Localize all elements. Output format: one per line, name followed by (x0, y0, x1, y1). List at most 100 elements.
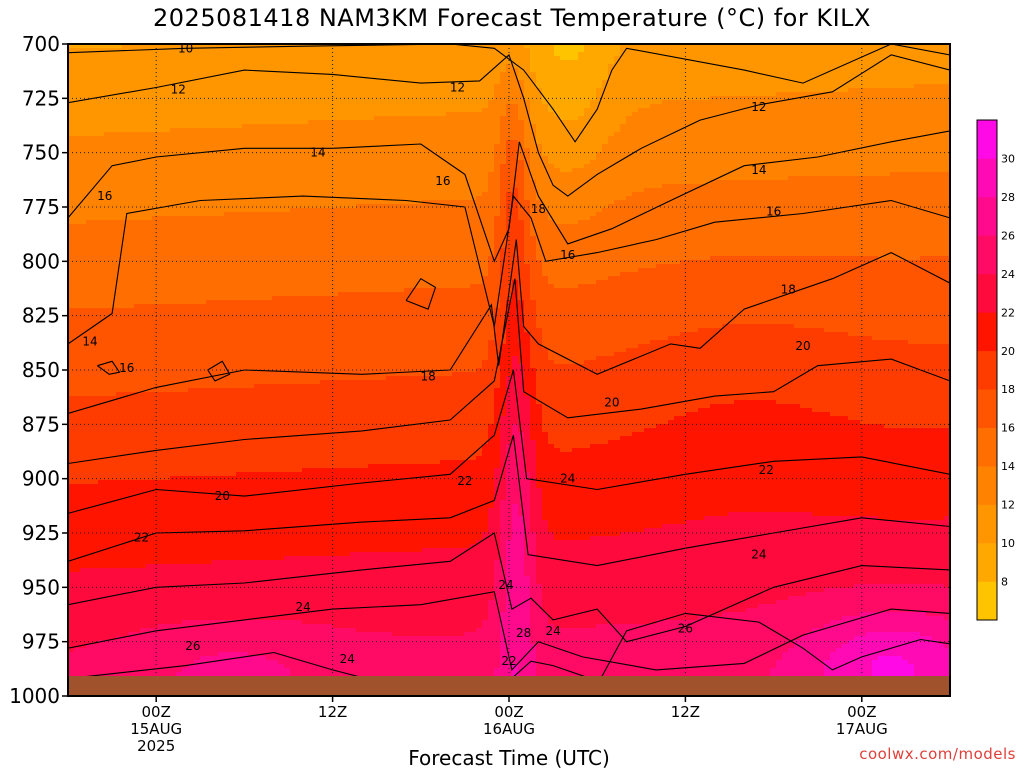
field-cell (176, 164, 183, 169)
field-cell (158, 416, 165, 421)
field-cell (206, 520, 213, 525)
field-cell (68, 52, 75, 57)
field-cell (170, 440, 177, 445)
field-cell (212, 508, 219, 513)
field-cell (140, 656, 147, 661)
field-cell (224, 128, 231, 133)
field-cell (110, 496, 117, 501)
field-cell (140, 136, 147, 141)
field-cell (236, 640, 243, 645)
field-cell (188, 440, 195, 445)
field-cell (212, 124, 219, 129)
field-cell (86, 208, 93, 213)
field-cell (104, 508, 111, 513)
field-cell (74, 64, 81, 69)
field-cell (116, 580, 123, 585)
field-cell (80, 200, 87, 205)
field-cell (218, 204, 225, 209)
field-cell (194, 136, 201, 141)
field-cell (98, 236, 105, 241)
field-cell (188, 648, 195, 653)
field-cell (230, 388, 237, 393)
field-cell (146, 372, 153, 377)
field-cell (230, 600, 237, 605)
field-cell (200, 116, 207, 121)
field-cell (194, 392, 201, 397)
field-cell (104, 528, 111, 533)
field-cell (110, 416, 117, 421)
field-cell (98, 476, 105, 481)
field-cell (164, 560, 171, 565)
field-cell (122, 192, 129, 197)
field-cell (140, 532, 147, 537)
field-cell (74, 444, 81, 449)
field-cell (122, 280, 129, 285)
field-cell (74, 324, 81, 329)
field-cell (218, 488, 225, 493)
field-cell (74, 196, 81, 201)
field-cell (140, 444, 147, 449)
field-cell (110, 412, 117, 417)
field-cell (80, 288, 87, 293)
field-cell (104, 248, 111, 253)
field-cell (92, 152, 99, 157)
field-cell (158, 184, 165, 189)
field-cell (86, 240, 93, 245)
field-cell (176, 348, 183, 353)
field-cell (134, 336, 141, 341)
field-cell (188, 280, 195, 285)
field-cell (206, 116, 213, 121)
field-cell (248, 120, 255, 125)
field-cell (182, 120, 189, 125)
field-cell (188, 544, 195, 549)
field-cell (140, 456, 147, 461)
field-cell (92, 344, 99, 349)
field-cell (188, 136, 195, 141)
field-cell (188, 412, 195, 417)
field-cell (80, 656, 87, 661)
field-cell (242, 304, 249, 309)
field-cell (176, 180, 183, 185)
field-cell (218, 380, 225, 385)
field-cell (152, 440, 159, 445)
field-cell (224, 616, 231, 621)
field-cell (134, 364, 141, 369)
field-cell (170, 164, 177, 169)
field-cell (188, 308, 195, 313)
field-cell (224, 252, 231, 257)
field-cell (170, 344, 177, 349)
field-cell (116, 508, 123, 513)
field-cell (236, 556, 243, 561)
field-cell (86, 72, 93, 77)
field-cell (104, 80, 111, 85)
field-cell (98, 344, 105, 349)
field-cell (242, 212, 249, 217)
field-cell (194, 352, 201, 357)
field-cell (140, 636, 147, 641)
field-cell (68, 404, 75, 409)
field-cell (110, 408, 117, 413)
field-cell (116, 340, 123, 345)
field-cell (170, 224, 177, 229)
field-cell (224, 120, 231, 125)
field-cell (230, 376, 237, 381)
field-cell (248, 244, 255, 249)
field-cell (236, 124, 243, 129)
field-cell (224, 240, 231, 245)
field-cell (110, 108, 117, 113)
field-cell (200, 660, 207, 665)
field-cell (200, 656, 207, 661)
field-cell (86, 612, 93, 617)
field-cell (134, 156, 141, 161)
field-cell (140, 508, 147, 513)
field-cell (140, 148, 147, 153)
field-cell (248, 440, 255, 445)
field-cell (98, 392, 105, 397)
field-cell (128, 68, 135, 73)
field-cell (122, 296, 129, 301)
field-cell (128, 252, 135, 257)
field-cell (248, 280, 255, 285)
field-cell (170, 304, 177, 309)
field-cell (152, 496, 159, 501)
field-cell (68, 124, 75, 129)
